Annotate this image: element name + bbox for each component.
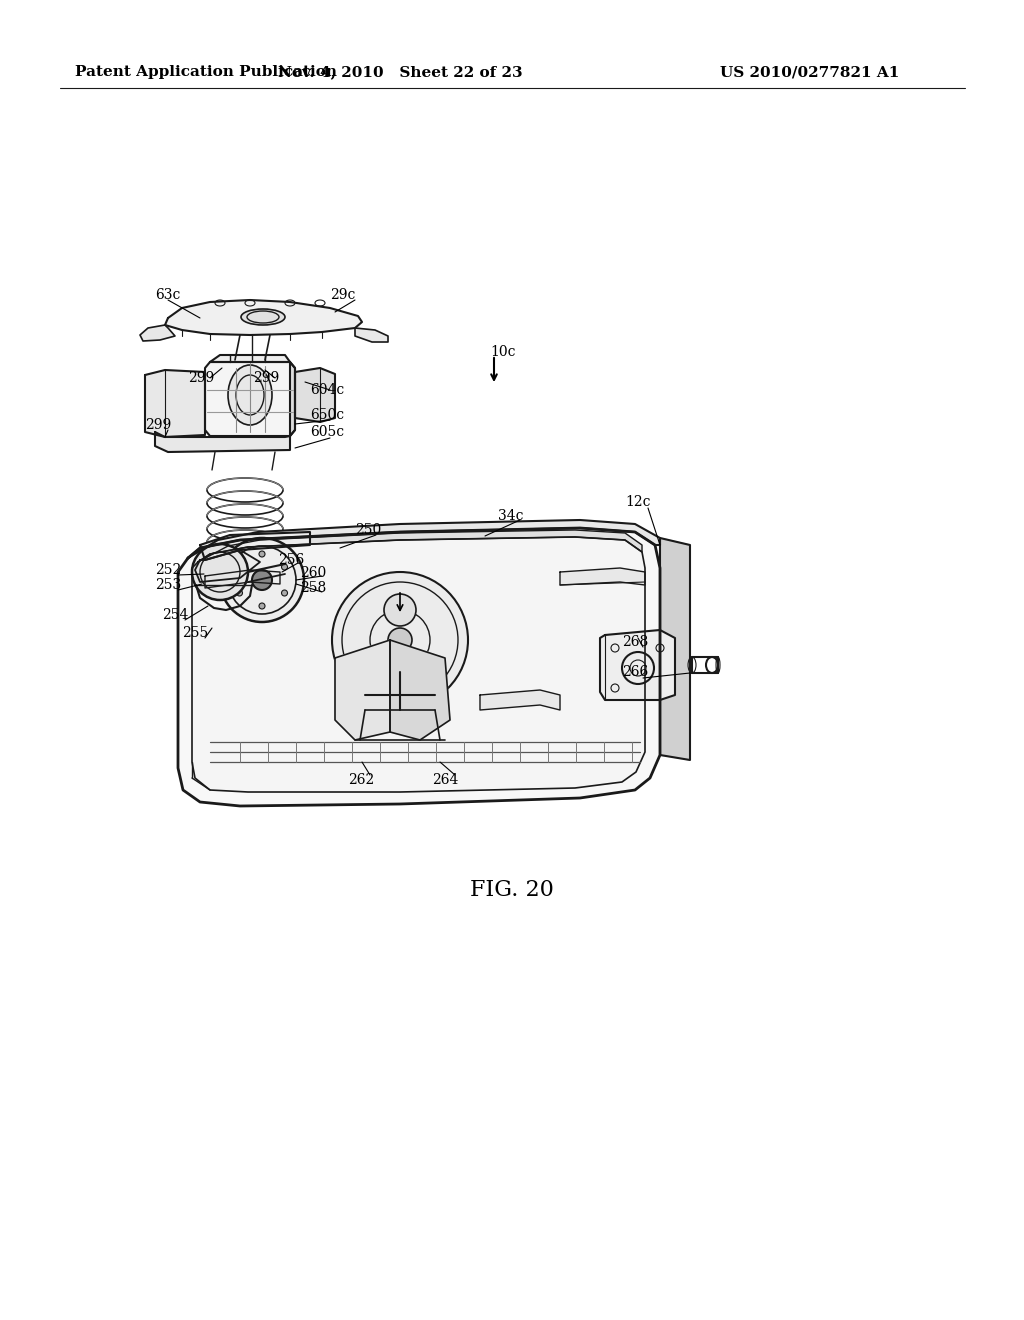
Text: 262: 262 — [348, 774, 374, 787]
Polygon shape — [193, 537, 645, 792]
Text: US 2010/0277821 A1: US 2010/0277821 A1 — [720, 65, 899, 79]
Text: 260: 260 — [300, 566, 327, 579]
Polygon shape — [355, 327, 388, 342]
Polygon shape — [140, 325, 175, 341]
Ellipse shape — [193, 544, 248, 601]
Text: 250: 250 — [355, 523, 381, 537]
Text: 266: 266 — [622, 665, 648, 678]
Polygon shape — [480, 690, 560, 710]
Ellipse shape — [259, 550, 265, 557]
Polygon shape — [188, 520, 660, 558]
Polygon shape — [178, 528, 660, 807]
Polygon shape — [290, 362, 295, 436]
Text: 34c: 34c — [498, 510, 523, 523]
Ellipse shape — [332, 572, 468, 708]
Ellipse shape — [384, 594, 416, 626]
Text: 12c: 12c — [625, 495, 650, 510]
Text: 268: 268 — [622, 635, 648, 649]
Polygon shape — [560, 568, 645, 585]
Polygon shape — [295, 368, 335, 422]
Text: 29c: 29c — [330, 288, 355, 302]
Polygon shape — [198, 531, 642, 562]
Text: 254: 254 — [162, 609, 188, 622]
Text: 256: 256 — [278, 553, 304, 568]
Polygon shape — [145, 370, 205, 437]
Polygon shape — [205, 570, 280, 587]
Text: 253: 253 — [155, 578, 181, 591]
Text: 255: 255 — [182, 626, 208, 640]
Text: 299: 299 — [145, 418, 171, 432]
Ellipse shape — [282, 564, 288, 570]
Text: Patent Application Publication: Patent Application Publication — [75, 65, 337, 79]
Ellipse shape — [237, 590, 243, 597]
Ellipse shape — [388, 628, 412, 652]
Polygon shape — [600, 630, 675, 700]
Ellipse shape — [259, 603, 265, 609]
Text: 10c: 10c — [490, 345, 515, 359]
Text: FIG. 20: FIG. 20 — [470, 879, 554, 902]
Text: 650c: 650c — [310, 408, 344, 422]
Ellipse shape — [252, 570, 272, 590]
Polygon shape — [205, 362, 295, 436]
Polygon shape — [335, 640, 390, 741]
Ellipse shape — [282, 590, 288, 597]
Text: 299: 299 — [188, 371, 214, 385]
Polygon shape — [155, 432, 290, 451]
Text: 604c: 604c — [310, 383, 344, 397]
Text: 605c: 605c — [310, 425, 344, 440]
Ellipse shape — [228, 366, 272, 425]
Text: 258: 258 — [300, 581, 327, 595]
Ellipse shape — [237, 564, 243, 570]
Polygon shape — [390, 640, 450, 741]
Polygon shape — [200, 532, 310, 560]
Polygon shape — [165, 300, 362, 335]
Text: 264: 264 — [432, 774, 459, 787]
Text: 299: 299 — [253, 371, 280, 385]
Text: 252: 252 — [155, 564, 181, 577]
Text: Nov. 4, 2010   Sheet 22 of 23: Nov. 4, 2010 Sheet 22 of 23 — [278, 65, 522, 79]
Polygon shape — [210, 355, 290, 362]
Polygon shape — [660, 539, 690, 760]
Ellipse shape — [241, 309, 285, 325]
Text: 63c: 63c — [155, 288, 180, 302]
Polygon shape — [195, 550, 260, 582]
Ellipse shape — [220, 539, 304, 622]
